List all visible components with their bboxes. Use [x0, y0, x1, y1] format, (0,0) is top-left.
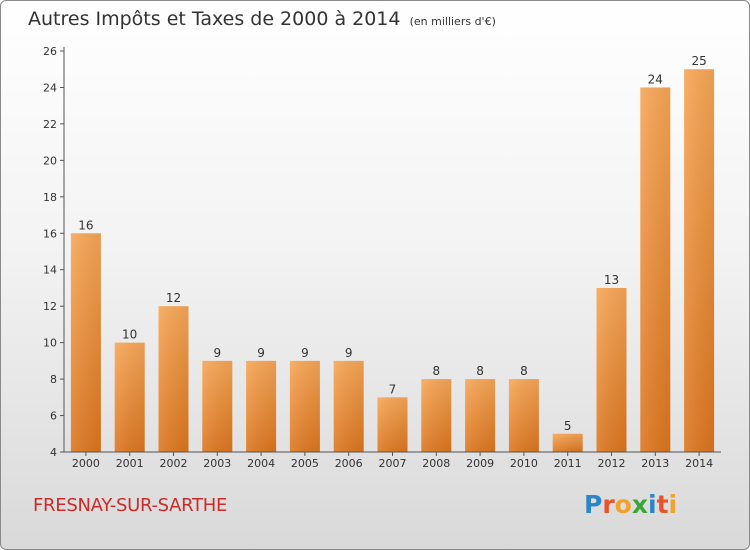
bar-shade-2013	[640, 87, 671, 453]
bar-shade-2011	[552, 433, 583, 452]
x-tick-label-2000: 2000	[72, 457, 100, 470]
logo-letter-3: x	[631, 490, 648, 519]
bar-shade-2005	[289, 360, 320, 452]
x-tick-label-2004: 2004	[247, 457, 275, 470]
y-tick-label-24: 24	[43, 81, 57, 94]
value-label-2014: 25	[691, 54, 706, 68]
logo-letter-0: P	[584, 490, 603, 519]
value-label-2007: 7	[389, 382, 397, 396]
x-tick-label-2003: 2003	[203, 457, 231, 470]
bar-shade-2002	[158, 306, 189, 452]
value-label-2000: 16	[78, 218, 93, 232]
x-tick-label-2002: 2002	[160, 457, 188, 470]
value-label-2011: 5	[564, 419, 572, 433]
value-label-2013: 24	[648, 72, 663, 86]
proxiti-logo: Proxiti	[584, 490, 677, 519]
value-label-2005: 9	[301, 346, 309, 360]
logo-letter-5: t	[656, 490, 669, 519]
x-tick-label-2008: 2008	[422, 457, 450, 470]
y-tick-label-20: 20	[43, 154, 57, 167]
logo-letter-6: i	[668, 490, 678, 519]
y-tick-label-26: 26	[43, 45, 57, 58]
chart-title-block: Autres Impôts et Taxes de 2000 à 2014 (e…	[28, 8, 496, 30]
x-tick-label-2001: 2001	[116, 457, 144, 470]
bar-shade-2004	[246, 360, 277, 452]
y-tick-label-16: 16	[43, 227, 57, 240]
chart-subtitle: (en milliers d'€)	[409, 15, 496, 28]
logo-letter-4: i	[648, 490, 657, 519]
bar-shade-2000	[70, 233, 101, 452]
bar-shade-2003	[202, 360, 233, 452]
value-label-2006: 9	[345, 346, 353, 360]
y-tick-label-8: 8	[50, 373, 57, 386]
x-tick-label-2013: 2013	[641, 457, 669, 470]
value-label-2003: 9	[213, 346, 221, 360]
bar-shade-2001	[114, 342, 145, 452]
x-tick-label-2011: 2011	[554, 457, 582, 470]
value-label-2004: 9	[257, 346, 265, 360]
value-label-2001: 10	[122, 328, 137, 342]
x-tick-label-2012: 2012	[598, 457, 626, 470]
y-tick-label-12: 12	[43, 300, 57, 313]
bar-shade-2012	[596, 287, 627, 452]
x-tick-label-2005: 2005	[291, 457, 319, 470]
y-tick-label-10: 10	[43, 337, 57, 350]
bar-shade-2010	[508, 379, 539, 452]
x-tick-label-2006: 2006	[335, 457, 363, 470]
commune-name: FRESNAY-SUR-SARTHE	[33, 495, 228, 516]
y-tick-label-4: 4	[50, 446, 57, 459]
x-tick-label-2010: 2010	[510, 457, 538, 470]
y-tick-label-14: 14	[43, 264, 57, 277]
chart-title: Autres Impôts et Taxes de 2000 à 2014	[28, 8, 401, 30]
bar-shade-2007	[377, 397, 408, 452]
value-label-2010: 8	[520, 364, 528, 378]
y-tick-label-22: 22	[43, 118, 57, 131]
y-tick-label-6: 6	[50, 410, 57, 423]
value-label-2008: 8	[432, 364, 440, 378]
bar-shade-2008	[421, 379, 452, 452]
value-label-2012: 13	[604, 273, 619, 287]
bar-shade-2009	[465, 379, 496, 452]
x-tick-label-2007: 2007	[379, 457, 407, 470]
y-tick-label-18: 18	[43, 191, 57, 204]
x-tick-label-2009: 2009	[466, 457, 494, 470]
bar-shade-2006	[333, 360, 364, 452]
x-tick-label-2014: 2014	[685, 457, 713, 470]
logo-letter-2: o	[614, 490, 632, 519]
value-label-2009: 8	[476, 364, 484, 378]
bar-shade-2014	[684, 69, 715, 453]
value-label-2002: 12	[166, 291, 181, 305]
logo-letter-1: r	[602, 490, 615, 519]
